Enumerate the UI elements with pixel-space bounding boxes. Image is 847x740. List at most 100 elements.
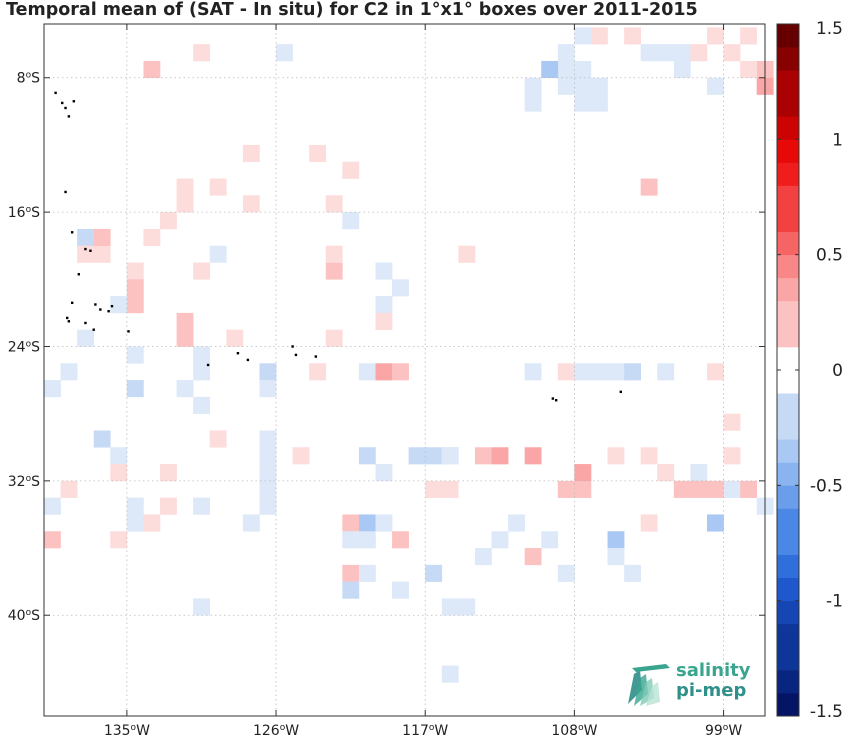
heatmap-cell [210, 430, 227, 447]
heatmap-cell [259, 498, 276, 515]
island-marker [73, 100, 75, 102]
heatmap-cell [690, 481, 707, 498]
heatmap-cell [657, 44, 674, 61]
heatmap-cell [359, 447, 376, 464]
heatmap-cell [259, 447, 276, 464]
colorbar-swatch [777, 670, 799, 693]
logo-text-line2: pi-mep [676, 680, 746, 701]
heatmap-cell [259, 430, 276, 447]
heatmap-cell [110, 464, 127, 481]
island-marker [68, 115, 70, 117]
colorbar-swatch [777, 393, 799, 416]
heatmap-cell [44, 380, 61, 397]
island-marker [315, 355, 317, 357]
heatmap-cell [342, 582, 359, 599]
island-marker [54, 92, 56, 94]
heatmap-cell [94, 229, 111, 246]
colorbar-swatch [777, 555, 799, 578]
heatmap-cell [392, 279, 409, 296]
colorbar-swatch [777, 47, 799, 70]
heatmap-cell [541, 531, 558, 548]
colorbar-swatch [777, 70, 799, 93]
heatmap-cell [359, 514, 376, 531]
island-marker [237, 352, 239, 354]
heatmap-cell [574, 78, 591, 95]
heatmap-cell [359, 363, 376, 380]
heatmap-cell [740, 481, 757, 498]
heatmap-cell [707, 27, 724, 44]
heatmap-cell [641, 179, 658, 196]
heatmap-cell [657, 363, 674, 380]
heatmap-cell [425, 447, 442, 464]
logo-wave-icon [626, 660, 674, 708]
heatmap-cell [641, 514, 658, 531]
heatmap-cell [724, 447, 741, 464]
island-marker [247, 359, 249, 361]
heatmap-cell [442, 447, 459, 464]
heatmap-cell [326, 246, 343, 263]
island-marker [84, 322, 86, 324]
heatmap-cell [160, 464, 177, 481]
heatmap-cell [475, 447, 492, 464]
heatmap-cell [558, 44, 575, 61]
island-marker [552, 397, 554, 399]
heatmap-cell [342, 514, 359, 531]
heatmap-cell [558, 481, 575, 498]
colorbar-swatch [777, 162, 799, 185]
colorbar-swatch [777, 531, 799, 554]
colorbar-swatch [777, 693, 799, 716]
heatmap-cell [425, 481, 442, 498]
colorbar-swatch [777, 301, 799, 324]
heatmap-cell [375, 263, 392, 280]
x-tick-label: 99oW [705, 723, 742, 739]
heatmap-cell [525, 95, 542, 112]
island-marker [207, 364, 209, 366]
heatmap-cell [243, 145, 260, 162]
heatmap-cell [492, 447, 509, 464]
heatmap-cell [690, 44, 707, 61]
heatmap-cell [740, 61, 757, 78]
heatmap-cell [608, 531, 625, 548]
heatmap-cell [525, 548, 542, 565]
island-marker [61, 102, 63, 104]
heatmap-cell [193, 44, 210, 61]
heatmap-cell [707, 78, 724, 95]
heatmap-cell [409, 447, 426, 464]
heatmap-cell [558, 78, 575, 95]
heatmap-cell [574, 61, 591, 78]
logo-text-line1: salinity [676, 660, 751, 681]
heatmap-cell [724, 414, 741, 431]
heatmap-cell [574, 27, 591, 44]
heatmap-cell [674, 481, 691, 498]
colorbar-swatch [777, 508, 799, 531]
heatmap-cell [127, 279, 144, 296]
heatmap-cell [525, 447, 542, 464]
island-marker [84, 248, 86, 250]
colorbar-swatch [777, 601, 799, 624]
heatmap-cell [44, 531, 61, 548]
y-tick-label: 8oS [17, 71, 40, 87]
heatmap-cell [342, 212, 359, 229]
colorbar-swatch [777, 647, 799, 670]
colorbar-swatch [777, 370, 799, 393]
heatmap-cell [77, 229, 94, 246]
island-marker [64, 107, 66, 109]
heatmap-cell [110, 296, 127, 313]
island-marker [127, 330, 129, 332]
colorbar-swatch [777, 624, 799, 647]
heatmap-cell [94, 246, 111, 263]
heatmap-cell [160, 498, 177, 515]
heatmap-cell [243, 195, 260, 212]
heatmap-cell [326, 195, 343, 212]
heatmap-cell [359, 531, 376, 548]
heatmap-cell [574, 95, 591, 112]
heatmap-cell [210, 246, 227, 263]
heatmap-cell [375, 514, 392, 531]
heatmap-cell [77, 330, 94, 347]
heatmap-cell [177, 179, 194, 196]
heatmap-cell [359, 565, 376, 582]
heatmap-cell [707, 514, 724, 531]
heatmap-cell [127, 346, 144, 363]
heatmap-cell [177, 195, 194, 212]
